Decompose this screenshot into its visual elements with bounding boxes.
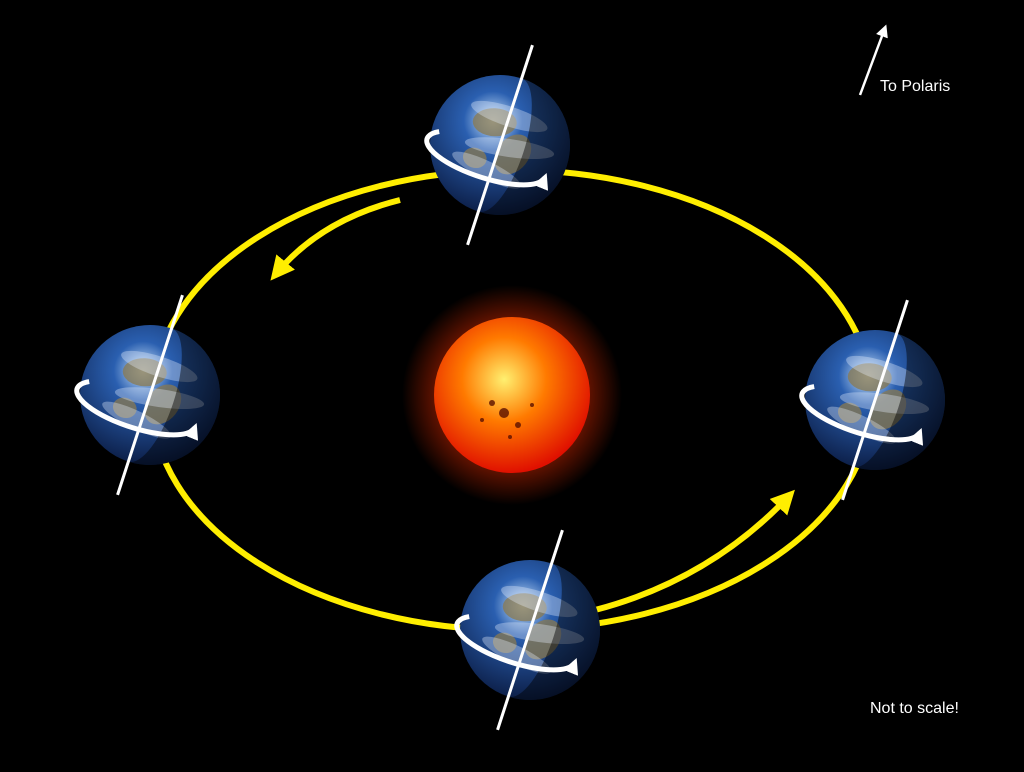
- earth-bottom: [430, 508, 629, 751]
- earth-top: [400, 23, 599, 266]
- earth-right: [775, 278, 974, 521]
- earth-left: [50, 273, 249, 516]
- sun: [402, 285, 622, 505]
- diagram-svg: [0, 0, 1024, 772]
- scale_note-label: Not to scale!: [870, 700, 959, 718]
- polaris-label: To Polaris: [880, 78, 950, 96]
- diagram-stage: To Polaris Not to scale!: [0, 0, 1024, 772]
